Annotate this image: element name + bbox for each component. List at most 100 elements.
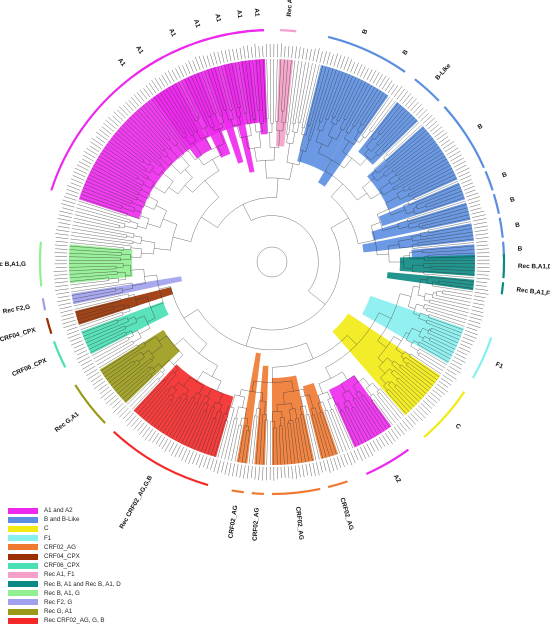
tip-label-mark [214,460,218,473]
tip-label-mark [259,467,260,481]
clade-label: A2 [392,473,402,484]
tip-label-mark [385,81,392,92]
clade-label: B [501,171,508,179]
tip-label-mark [347,453,352,466]
tip-label-mark [214,52,218,65]
tip-label-mark [55,233,69,235]
tip-label-mark [58,226,70,228]
tree-branch [217,381,221,391]
legend-label: B and B-Like [44,516,79,523]
tip-label-mark [477,271,490,272]
clade-arc [40,242,41,286]
legend-swatch [8,572,38,578]
tree-branch [443,294,472,299]
tree-branch [147,224,160,228]
tree-branch [236,407,239,418]
tree-branch-arc [418,353,420,356]
tip-label-mark [460,344,471,349]
tree-branch-arc [181,166,189,174]
tree-branch [319,384,323,394]
tip-label-mark [175,68,180,78]
tree-branch [119,227,124,228]
tip-label-mark [68,334,80,339]
tip-label-mark [391,85,398,95]
tip-label-mark [123,105,131,113]
tip-label-mark [123,411,131,419]
tree-branch [123,311,130,314]
tree-branch-arc [146,219,149,229]
tip-label-mark [225,50,228,62]
tip-label-mark [334,53,338,66]
tip-label-mark [466,327,477,331]
clade-label: B [517,246,522,253]
tip-label-mark [295,466,296,479]
tree-branch [270,59,271,123]
tree-branch [265,160,266,178]
tip-label-mark [55,249,67,250]
legend-swatch [8,535,38,541]
tip-label-mark [189,61,194,73]
tip-label-mark [126,413,134,421]
tree-branch-arc [187,150,189,151]
tree-branch [287,134,288,143]
tip-label-mark [376,74,383,85]
tree-branch-arc [377,393,379,395]
clade-label: B [515,222,521,230]
tip-label-mark [292,466,293,479]
tip-label-mark [426,118,435,126]
tip-label-mark [316,462,319,475]
tree-branch-arc [369,130,371,132]
tip-label-mark [428,395,437,403]
tree-branch [212,159,219,170]
tip-label-mark [94,381,105,389]
tip-label-mark [88,372,100,379]
tree-branch [159,374,164,379]
tree-branch-arc [362,136,365,138]
tip-label-mark [178,66,183,77]
clade-arc [366,450,408,474]
tip-label-mark [117,406,125,414]
clade-label: A1 [253,8,261,17]
tip-label-mark [476,241,487,242]
tree-branch [169,187,178,194]
tree-branch [289,164,292,180]
tip-label-mark [382,78,389,89]
tip-label-mark [410,102,418,111]
tip-label-mark [472,215,486,218]
tree-branch [243,204,251,220]
tree-branch [384,155,388,158]
tip-label-mark [426,398,435,406]
tip-label-mark [475,234,488,236]
tip-label-mark [388,431,395,442]
tip-label-mark [207,56,210,67]
tip-label-mark [445,145,456,152]
tip-label-mark [240,48,242,60]
tree-branch [75,211,125,224]
tip-label-mark [92,138,103,146]
tip-label-mark [140,90,147,100]
tree-branch [246,327,252,346]
clade-label: A1 [167,28,177,39]
tip-label-mark [56,237,69,238]
tip-label-mark [340,455,344,467]
tip-label-mark [397,425,405,435]
tip-label-mark [475,289,488,291]
tree-branch-arc [328,397,333,399]
legend-item: F1 [8,534,168,543]
tip-label-mark [127,416,136,426]
tip-label-mark [432,390,441,397]
tree-branch [302,128,303,134]
cluster-sectors [69,59,475,465]
legend-label: C [44,525,48,532]
tip-label-mark [131,418,139,427]
tip-label-mark [255,44,256,58]
legend-item: C [8,524,168,533]
tip-label-mark [67,327,77,331]
tree-branch-arc [417,349,419,353]
tip-label-mark [139,425,147,435]
tip-label-mark [125,102,133,111]
tip-label-mark [449,366,461,373]
tip-label-mark [149,431,156,441]
tree-branch [199,344,207,354]
tree-branch [306,343,313,359]
